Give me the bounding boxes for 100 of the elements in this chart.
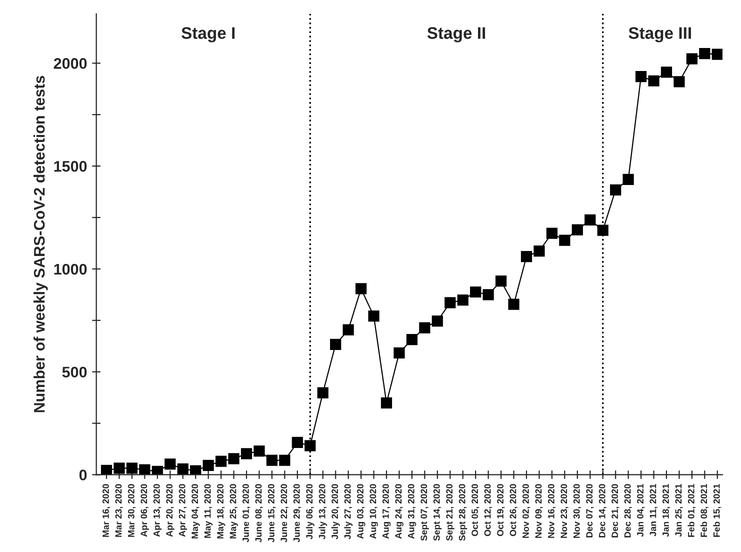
- point: [610, 184, 622, 196]
- x-tick-label: Nov 16, 2020: [548, 484, 556, 538]
- x-tick-label: Nov 30, 2020: [573, 484, 582, 538]
- point: [317, 387, 328, 398]
- point: [712, 48, 722, 60]
- x-tick-label: Dec 21, 2020: [612, 484, 620, 538]
- x-tick-label: May 04, 2020: [192, 484, 200, 538]
- x-tick-label: June 08, 2020: [255, 484, 263, 542]
- x-tick-label: June 22, 2020: [280, 484, 288, 542]
- point: [686, 53, 698, 64]
- point: [432, 315, 443, 327]
- point: [674, 76, 685, 88]
- x-tick-label: Sept 21, 2020: [446, 484, 454, 541]
- point: [190, 465, 202, 475]
- point: [635, 71, 647, 82]
- point: [228, 453, 240, 464]
- x-tick-label: July 06, 2020: [306, 484, 314, 540]
- x-tick-label: Sept 28, 2020: [458, 484, 468, 541]
- point: [342, 324, 354, 336]
- x-tick-label: Mar 16, 2020: [102, 484, 110, 537]
- x-tick-label: Feb 15, 2021: [713, 484, 722, 537]
- x-tick-label: Dec 07, 2020: [586, 484, 594, 538]
- point: [546, 228, 558, 239]
- y-tick-label: 2000: [54, 58, 87, 69]
- x-tick-label: Sept 14, 2020: [433, 484, 442, 541]
- point: [254, 446, 265, 457]
- point: [202, 460, 214, 472]
- x-tick-label: Feb 01, 2021: [688, 484, 696, 537]
- x-tick-label: Dec 14, 2020: [598, 484, 607, 538]
- point: [240, 448, 252, 460]
- point: [215, 456, 227, 467]
- point: [394, 347, 405, 358]
- x-tick-label: Aug 17, 2020: [382, 484, 391, 539]
- x-tick-label: Oct 19, 2020: [497, 484, 505, 536]
- y-tick-label: 0: [79, 470, 87, 480]
- y-tick-label: 1500: [54, 160, 87, 172]
- point: [152, 466, 163, 475]
- x-tick-label: Nov 23, 2020: [560, 484, 568, 538]
- point: [444, 297, 456, 308]
- point: [534, 245, 545, 257]
- x-tick-label: Jan 04, 2021: [637, 484, 645, 537]
- point: [648, 75, 660, 86]
- point: [164, 458, 176, 470]
- x-tick-label: Aug 03, 2020: [357, 484, 366, 539]
- point: [482, 289, 494, 300]
- point: [520, 251, 532, 262]
- y-tick-label: 1000: [54, 264, 87, 275]
- point: [266, 454, 278, 466]
- point: [380, 397, 392, 408]
- annotation: Stage I: [181, 27, 235, 42]
- point: [100, 464, 112, 475]
- x-tick-label: Apr 27, 2020: [178, 484, 188, 537]
- y-tick-label: 500: [62, 366, 87, 378]
- point: [368, 310, 380, 322]
- x-tick-label: Jan 11, 2021: [650, 484, 658, 536]
- x-tick-label: Oct 12, 2020: [484, 484, 492, 536]
- x-tick-label: July 20, 2020: [331, 484, 340, 540]
- point: [330, 338, 342, 350]
- x-tick-label: Jan 25, 2021: [675, 484, 683, 537]
- point: [139, 464, 150, 475]
- x-tick-label: May 25, 2020: [230, 484, 238, 538]
- point: [584, 214, 596, 226]
- x-tick-label: Jan 18, 2021: [662, 484, 670, 537]
- point: [622, 174, 634, 185]
- point: [419, 322, 430, 334]
- point: [406, 334, 418, 346]
- x-tick-label: Apr 06, 2020: [140, 484, 149, 537]
- point: [559, 234, 570, 246]
- x-tick-label: June 15, 2020: [268, 484, 276, 542]
- x-tick-label: Nov 09, 2020: [535, 484, 543, 538]
- point: [177, 463, 188, 475]
- point: [457, 294, 468, 306]
- point: [495, 276, 507, 287]
- annotation: Stage II: [427, 27, 486, 42]
- x-tick-label: Mar 23, 2020: [115, 484, 123, 537]
- x-tick-label: Apr 20, 2020: [166, 484, 174, 537]
- point: [660, 66, 672, 78]
- x-tick-label: July 27, 2020: [344, 484, 353, 540]
- x-tick-label: Oct 26, 2020: [510, 484, 518, 536]
- x-tick-label: June 29, 2020: [293, 484, 302, 542]
- x-tick-label: Nov 02, 2020: [522, 484, 530, 538]
- x-tick-label: Apr 13, 2020: [153, 484, 162, 537]
- x-tick-label: Aug 31, 2020: [408, 484, 416, 539]
- x-tick-label: May 11, 2020: [204, 484, 213, 538]
- x-tick-label: Aug 24, 2020: [395, 484, 404, 539]
- x-tick-label: July 13, 2020: [318, 484, 328, 540]
- x-tick-label: Oct 05, 2020: [472, 484, 480, 536]
- x-tick-label: Sept 07, 2020: [420, 484, 429, 541]
- point: [126, 462, 138, 474]
- point: [279, 454, 290, 466]
- point: [572, 224, 583, 236]
- x-tick-label: Mar 30, 2020: [128, 484, 136, 537]
- x-tick-label: Dec 28, 2020: [624, 484, 632, 538]
- point: [508, 298, 520, 310]
- point: [355, 283, 367, 294]
- annotation: Stage III: [628, 27, 691, 42]
- point: [114, 462, 125, 474]
- x-tick-label: Feb 08, 2021: [700, 484, 708, 537]
- point: [597, 224, 608, 236]
- x-tick-label: Aug 10, 2020: [370, 484, 378, 539]
